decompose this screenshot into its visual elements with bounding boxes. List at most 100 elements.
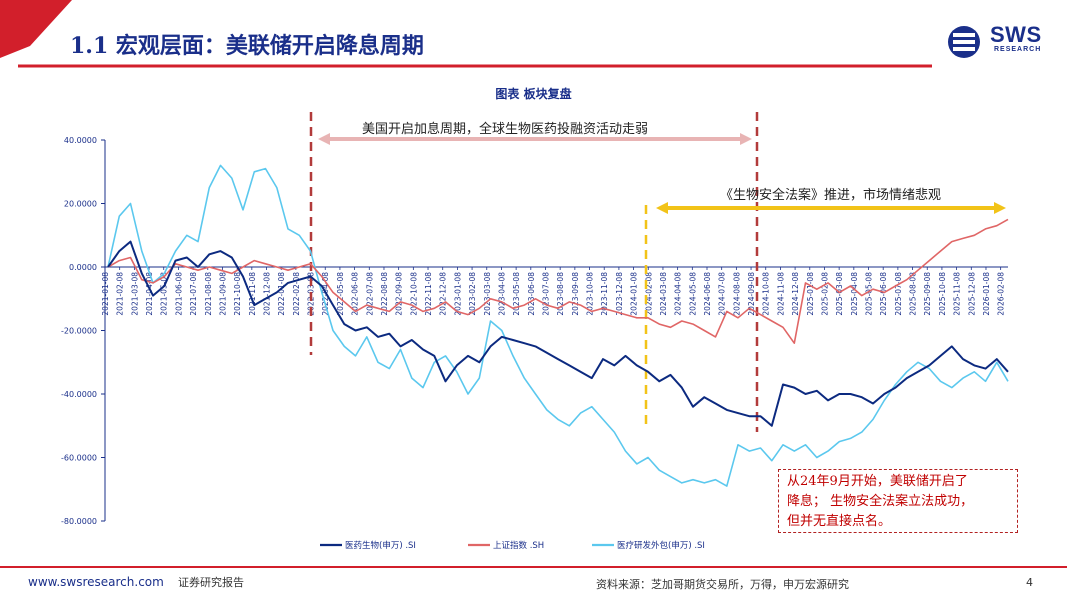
- header-red-wedge: [0, 0, 72, 58]
- x-tick-label: 2021-02-08: [116, 272, 125, 316]
- page-number: 4: [1026, 576, 1033, 589]
- x-tick-label: 2025-05-08: [865, 272, 874, 316]
- x-tick-label: 2025-09-08: [923, 272, 932, 316]
- x-tick-label: 2025-01-08: [806, 272, 815, 316]
- x-tick-label: 2022-02-08: [292, 272, 301, 316]
- x-tick-label: 2024-03-08: [659, 272, 668, 316]
- footer-source: 资料来源：芝加哥期货交易所，万得，申万宏源研究: [596, 578, 849, 591]
- footer-report-label: 证券研究报告: [178, 576, 244, 589]
- series-lines: [107, 164, 1009, 487]
- x-tick-label: 2021-03-08: [130, 272, 139, 316]
- x-tick-label: 2024-05-08: [688, 272, 697, 316]
- x-tick-label: 2022-01-08: [277, 272, 286, 316]
- chart-title: 图表 板块复盘: [495, 87, 572, 101]
- arrow-head-left: [656, 202, 668, 214]
- y-tick-label: -20.0000: [61, 327, 97, 336]
- arrow-head-left: [318, 133, 330, 145]
- y-axis: 40.0000 20.0000 0.0000 -20.0000 -40.0000 -60.…: [61, 136, 106, 526]
- x-tick-label: 2024-09-08: [747, 272, 756, 316]
- x-tick-label: 2022-12-08: [439, 272, 448, 316]
- x-tick-label: 2026-02-08: [997, 272, 1006, 316]
- x-tick-label: 2021-12-08: [263, 272, 272, 316]
- x-tick-label: 2023-08-08: [556, 272, 565, 316]
- x-tick-label: 2024-08-08: [732, 272, 741, 316]
- x-tick-label: 2026-01-08: [982, 272, 991, 316]
- x-tick-label: 2021-09-08: [218, 272, 227, 316]
- rate-hike-annotation: 美国开启加息周期，全球生物医药投融资活动走弱: [362, 122, 649, 137]
- x-tick-label: 2024-02-08: [644, 272, 653, 316]
- legend: 医药生物(申万) .SI 上证指数 .SH 医疗研发外包(申万) .SI: [320, 540, 705, 551]
- x-tick-label: 2021-07-08: [189, 272, 198, 316]
- note-line-3: 但并无直接点名。: [787, 514, 892, 529]
- note-line-2: 降息； 生物安全法案立法成功，: [787, 494, 974, 509]
- x-tick-label: 2024-12-08: [791, 272, 800, 316]
- x-tick-label: 2023-12-08: [615, 272, 624, 316]
- x-axis: 2021-01-08 2021-02-08 2021-03-08 2021-04-08…: [101, 266, 1008, 316]
- note-line-1: 从24年9月开始，美联储开启了: [787, 474, 968, 489]
- x-tick-label: 2023-03-08: [483, 272, 492, 316]
- x-tick-label: 2023-01-08: [453, 272, 462, 316]
- y-tick-label: -80.0000: [61, 517, 97, 526]
- x-tick-label: 2025-12-08: [967, 272, 976, 316]
- x-tick-label: 2025-08-08: [909, 272, 918, 316]
- line-chart: 40.0000 20.0000 0.0000 -20.0000 -40.0000 -60.…: [61, 112, 1009, 551]
- x-tick-label: 2023-02-08: [468, 272, 477, 316]
- footer-divider: [0, 566, 1067, 568]
- x-tick-label: 2021-08-08: [204, 272, 213, 316]
- x-tick-label: 2023-06-08: [527, 272, 536, 316]
- fed-cut-note: 从24年9月开始，美联储开启了 降息； 生物安全法案立法成功， 但并无直接点名。: [778, 469, 1018, 533]
- x-tick-label: 2024-11-08: [776, 272, 785, 316]
- legend-label: 医疗研发外包(申万) .SI: [617, 540, 705, 551]
- y-tick-label: 20.0000: [64, 200, 97, 209]
- x-tick-label: 2025-02-08: [820, 272, 829, 316]
- series-line: [107, 218, 1009, 345]
- x-tick-label: 2022-11-08: [424, 272, 433, 316]
- x-tick-label: 2023-10-08: [586, 272, 595, 316]
- legend-label: 上证指数 .SH: [493, 540, 544, 551]
- x-tick-label: 2022-08-08: [380, 272, 389, 316]
- y-tick-label: -60.0000: [61, 454, 97, 463]
- y-tick-label: 0.0000: [69, 263, 97, 272]
- sws-logo-icon: [948, 26, 980, 58]
- x-tick-label: 2022-09-08: [395, 272, 404, 316]
- page-title: 1.1 宏观层面：美联储开启降息周期: [70, 33, 424, 59]
- x-tick-label: 2025-10-08: [938, 272, 947, 316]
- x-tick-label: 2025-11-08: [953, 272, 962, 316]
- x-tick-label: 2021-01-08: [101, 272, 110, 316]
- x-tick-label: 2023-04-08: [497, 272, 506, 316]
- x-tick-label: 2022-07-08: [365, 272, 374, 316]
- logo-subtext: RESEARCH: [994, 46, 1042, 53]
- x-tick-label: 2024-06-08: [703, 272, 712, 316]
- x-tick-label: 2021-05-08: [160, 272, 169, 316]
- x-tick-label: 2023-05-08: [512, 272, 521, 316]
- x-tick-label: 2021-11-08: [248, 272, 257, 316]
- x-tick-label: 2025-04-08: [850, 272, 859, 316]
- header-banner: [0, 0, 932, 68]
- x-tick-label: 2021-10-08: [233, 272, 242, 316]
- x-tick-label: 2024-01-08: [630, 272, 639, 316]
- arrow-head-right: [994, 202, 1006, 214]
- x-tick-label: 2021-06-08: [174, 272, 183, 316]
- x-tick-label: 2021-04-08: [145, 272, 154, 316]
- x-tick-label: 2024-07-08: [718, 272, 727, 316]
- y-tick-label: -40.0000: [61, 390, 97, 399]
- x-tick-label: 2024-04-08: [674, 272, 683, 316]
- x-tick-label: 2023-07-08: [541, 272, 550, 316]
- x-tick-label: 2022-05-08: [336, 272, 345, 316]
- x-tick-label: 2025-03-08: [835, 272, 844, 316]
- legend-label: 医药生物(申万) .SI: [345, 540, 416, 551]
- biosecure-annotation: 《生物安全法案》推进，市场情绪悲观: [720, 188, 942, 203]
- logo-text: SWS: [990, 22, 1042, 47]
- series-line: [107, 164, 1009, 487]
- arrow-head-right: [740, 133, 752, 145]
- x-tick-label: 2022-06-08: [351, 272, 360, 316]
- x-tick-label: 2022-10-08: [409, 272, 418, 316]
- x-tick-label: 2023-09-08: [571, 272, 580, 316]
- footer-website-link[interactable]: www.swsresearch.com: [28, 575, 164, 589]
- x-tick-label: 2023-11-08: [600, 272, 609, 316]
- x-tick-label: 2025-07-08: [894, 272, 903, 316]
- x-tick-label: 2025-06-08: [879, 272, 888, 316]
- series-line: [107, 240, 1009, 427]
- x-tick-label: 2024-10-08: [762, 272, 771, 316]
- y-tick-label: 40.0000: [64, 136, 97, 145]
